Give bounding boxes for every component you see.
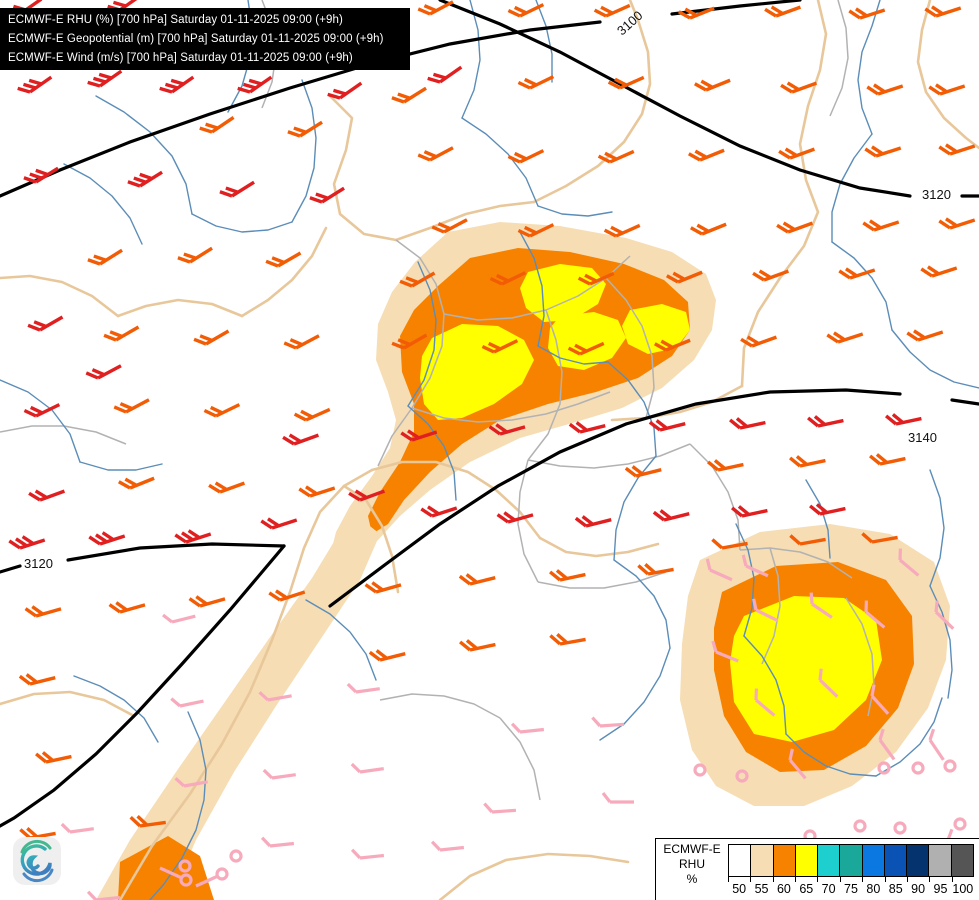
legend-tick-label-100: 100 bbox=[952, 882, 974, 896]
title-line-rhu: ECMWF-E RHU (%) [700 hPa] Saturday 01-11… bbox=[8, 14, 343, 26]
legend-tick-100 bbox=[951, 877, 953, 882]
map-title-overlay: ECMWF-E RHU (%) [700 hPa] Saturday 01-11… bbox=[0, 8, 410, 70]
color-scale-legend: ECMWF-E RHU % 50 55 60 65 70 75 80 85 90 95 100 bbox=[655, 838, 979, 900]
legend-tick-label-60: 60 bbox=[776, 882, 791, 896]
legend-swatches bbox=[728, 844, 974, 877]
legend-tick-70 bbox=[817, 877, 819, 882]
legend-tick-label-80: 80 bbox=[866, 882, 881, 896]
legend-tick-label-70: 70 bbox=[821, 882, 836, 896]
legend-tick-90 bbox=[906, 877, 908, 882]
legend-swatch-1 bbox=[750, 845, 773, 876]
svg-text:3100: 3100 bbox=[614, 8, 646, 38]
app-logo-icon bbox=[13, 837, 61, 885]
legend-tick-95 bbox=[929, 877, 931, 882]
legend-tick-55 bbox=[750, 877, 752, 882]
legend-swatch-3 bbox=[794, 845, 818, 876]
title-line-geopotential: ECMWF-E Geopotential (m) [700 hPa] Satur… bbox=[8, 33, 384, 45]
legend-tick-65 bbox=[795, 877, 797, 882]
legend-tick-label-75: 75 bbox=[844, 882, 858, 896]
legend-swatch-6 bbox=[861, 845, 884, 876]
legend-variable: RHU bbox=[679, 857, 705, 871]
legend-swatch-5 bbox=[839, 845, 862, 876]
rhu-fill-region-southwest-band bbox=[96, 512, 380, 900]
legend-tick-label-90: 90 bbox=[911, 882, 926, 896]
rhu-fill-region-northwest bbox=[330, 222, 716, 566]
legend-model: ECMWF-E bbox=[663, 842, 721, 856]
wind-barbs bbox=[7, 0, 976, 900]
legend-tick-label-55: 55 bbox=[754, 882, 769, 896]
legend-tick-60 bbox=[772, 877, 774, 882]
legend-tick-50 bbox=[728, 877, 729, 882]
legend-tick-75 bbox=[839, 877, 841, 882]
legend-tick-label-85: 85 bbox=[888, 882, 903, 896]
legend-tick-85 bbox=[884, 877, 886, 882]
legend-tick-label-50: 50 bbox=[732, 882, 747, 896]
legend-label: ECMWF-E RHU % bbox=[660, 842, 724, 887]
title-line-wind: ECMWF-E Wind (m/s) [700 hPa] Saturday 01… bbox=[8, 52, 353, 64]
legend-swatch-2 bbox=[772, 845, 795, 876]
legend-ticks: 50 55 60 65 70 75 80 85 90 95 100 bbox=[728, 877, 974, 899]
geopotential-contours bbox=[0, 0, 979, 828]
legend-swatch-0 bbox=[729, 845, 751, 876]
svg-text:3140: 3140 bbox=[908, 430, 937, 445]
legend-swatch-4 bbox=[817, 845, 840, 876]
legend-swatch-8 bbox=[906, 845, 929, 876]
legend-tick-label-65: 65 bbox=[799, 882, 814, 896]
legend-tick-80 bbox=[862, 877, 864, 882]
legend-swatch-9 bbox=[928, 845, 951, 876]
legend-unit: % bbox=[686, 872, 698, 886]
legend-swatch-7 bbox=[883, 845, 907, 876]
svg-text:3120: 3120 bbox=[24, 556, 53, 571]
svg-text:3120: 3120 bbox=[922, 187, 951, 202]
legend-swatch-10 bbox=[950, 845, 973, 876]
legend-tick-label-95: 95 bbox=[933, 882, 948, 896]
